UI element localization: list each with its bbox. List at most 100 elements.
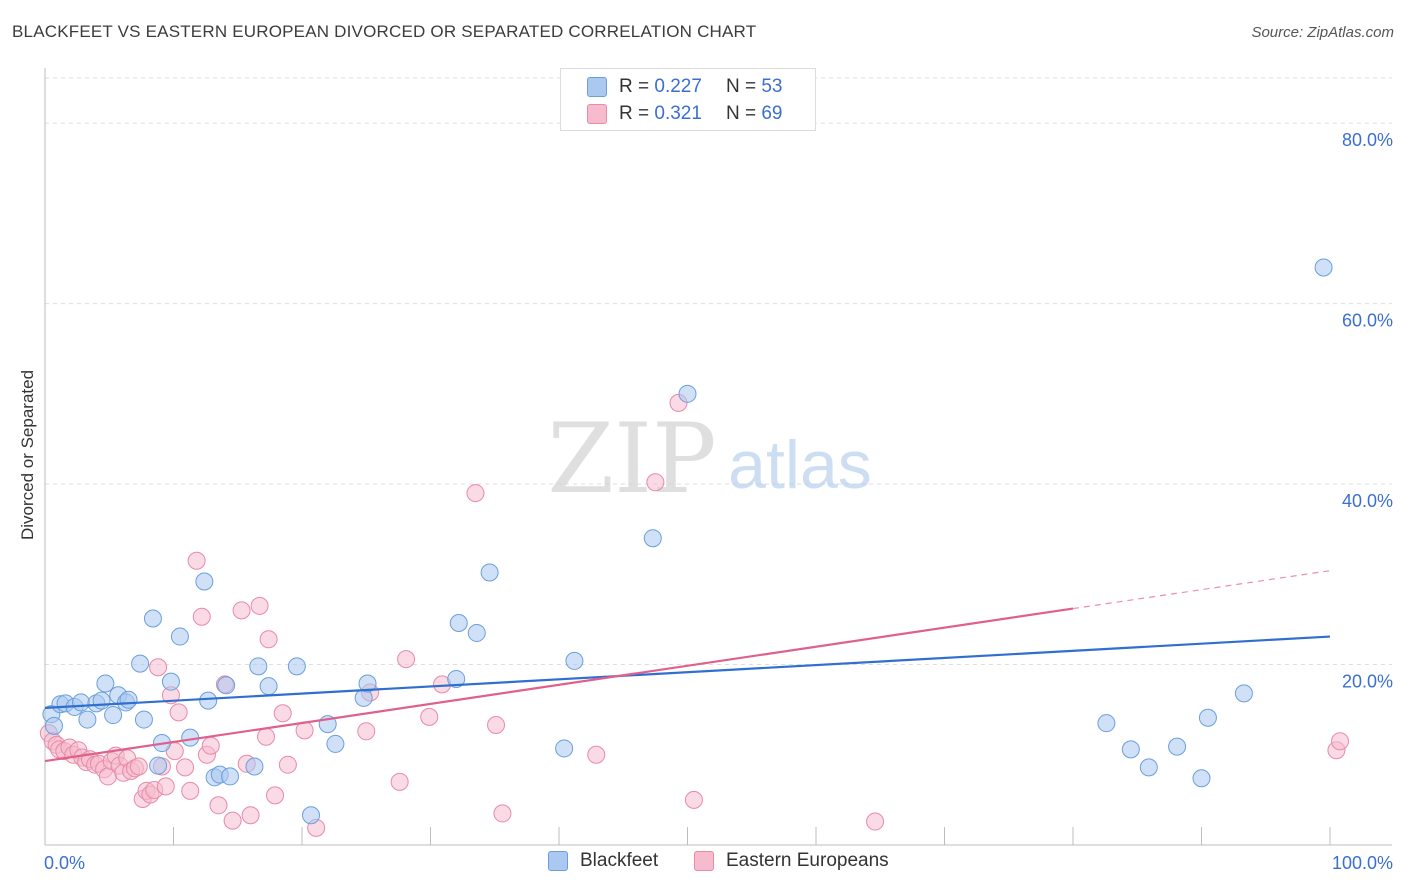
blackfeet-point [1139, 758, 1158, 777]
eastern-trend-extension [1072, 570, 1331, 610]
blackfeet-point [44, 716, 63, 735]
blackfeet-point [259, 677, 278, 696]
blackfeet-point [301, 806, 320, 825]
watermark-zip: ZIP [547, 403, 716, 515]
blackfeet-point [199, 691, 218, 710]
legend-eastern-label: Eastern Europeans [726, 850, 889, 871]
x-tick-label-min: 0.0% [44, 853, 85, 873]
eastern-point [156, 777, 175, 796]
legend-item-eastern[interactable]: Eastern Europeans [694, 850, 889, 872]
blackfeet-point [143, 609, 162, 628]
blackfeet-point [1121, 740, 1140, 759]
y-axis-label: Divorced or Separated [18, 370, 37, 540]
y-tick-label-40: 40.0% [1342, 491, 1393, 511]
r-label: R = [619, 103, 650, 124]
blackfeet-point [170, 627, 189, 646]
trend-lines [44, 570, 1331, 763]
eastern-point [169, 703, 188, 722]
r-label: R = [619, 76, 650, 97]
eastern-trend-line [44, 607, 1074, 763]
blackfeet-swatch [587, 77, 607, 97]
blackfeet-point [78, 710, 97, 729]
blackfeet-point [643, 529, 662, 548]
blackfeet-point [1234, 684, 1253, 703]
n-label: N = [725, 103, 757, 124]
eastern-n-value: 69 [761, 103, 783, 124]
eastern-point [259, 630, 278, 649]
eastern-point [684, 790, 703, 809]
grid-lines [45, 77, 1392, 666]
legend-stats: R = 0.227 N = 53 R = 0.321 N = 69 [560, 68, 816, 131]
eastern-point [646, 473, 665, 492]
series-legend: Blackfeet Eastern Europeans [0, 850, 1406, 878]
blackfeet-point [96, 674, 115, 693]
blackfeet-point [71, 693, 90, 712]
series-blackfeet [42, 258, 1333, 825]
blackfeet-point [104, 706, 123, 725]
eastern-point [397, 650, 416, 669]
legend-blackfeet-label: Blackfeet [580, 850, 659, 871]
blackfeet-point [245, 757, 264, 776]
eastern-point [176, 758, 195, 777]
blackfeet-trend-line [44, 635, 1331, 709]
eastern-point [487, 715, 506, 734]
blackfeet-point [1097, 714, 1116, 733]
eastern-point [866, 812, 885, 831]
eastern-point [357, 722, 376, 741]
eastern-point [149, 658, 168, 677]
blackfeet-point [467, 623, 486, 642]
blackfeet-point [221, 767, 240, 786]
eastern-point [587, 745, 606, 764]
eastern-point [223, 811, 242, 830]
eastern-point [390, 772, 409, 791]
blackfeet-point [131, 654, 150, 673]
blackfeet-point [287, 657, 306, 676]
eastern-point [420, 707, 439, 726]
blackfeet-point [358, 674, 377, 693]
eastern-point [266, 786, 285, 805]
blackfeet-point [1168, 737, 1187, 756]
legend-item-blackfeet[interactable]: Blackfeet [548, 850, 658, 872]
y-tick-label-80: 80.0% [1342, 130, 1393, 150]
eastern-point [232, 601, 251, 620]
eastern-r-value: 0.321 [654, 103, 702, 124]
eastern-point [493, 804, 512, 823]
eastern-point [250, 596, 269, 615]
eastern-point [129, 757, 148, 776]
tick-labels: 20.0% 40.0% 60.0% 80.0% 0.0% 100.0% [44, 130, 1393, 873]
eastern-point [192, 607, 211, 626]
eastern-point [273, 704, 292, 723]
blackfeet-legend-swatch [548, 851, 568, 871]
axes [44, 68, 1392, 846]
blackfeet-point [1192, 769, 1211, 788]
watermark: ZIP atlas [547, 403, 871, 515]
eastern-point [278, 755, 297, 774]
blackfeet-point [555, 739, 574, 758]
n-label: N = [725, 76, 757, 97]
blackfeet-point [565, 651, 584, 670]
watermark-atlas: atlas [728, 427, 872, 503]
eastern-legend-swatch [694, 851, 714, 871]
blackfeet-r-value: 0.227 [654, 76, 702, 97]
blackfeet-point [449, 614, 468, 633]
blackfeet-point [480, 563, 499, 582]
blackfeet-point [326, 734, 345, 753]
eastern-point [241, 806, 260, 825]
eastern-point [466, 484, 485, 503]
eastern-swatch [587, 104, 607, 124]
eastern-point [181, 781, 200, 800]
chart-title: BLACKFEET VS EASTERN EUROPEAN DIVORCED O… [12, 22, 757, 41]
x-tick-label-max: 100.0% [1332, 853, 1393, 873]
eastern-point [1331, 732, 1349, 751]
legend-row-blackfeet: R = 0.227 N = 53 [587, 75, 782, 99]
blackfeet-point [678, 384, 697, 403]
eastern-point [187, 551, 206, 570]
blackfeet-point [249, 657, 268, 676]
blackfeet-point [195, 572, 214, 591]
chart-source: Source: ZipAtlas.com [1251, 24, 1394, 41]
eastern-point [257, 727, 276, 746]
blackfeet-point [149, 756, 168, 775]
blackfeet-point [134, 710, 153, 729]
y-tick-label-20: 20.0% [1342, 672, 1393, 692]
